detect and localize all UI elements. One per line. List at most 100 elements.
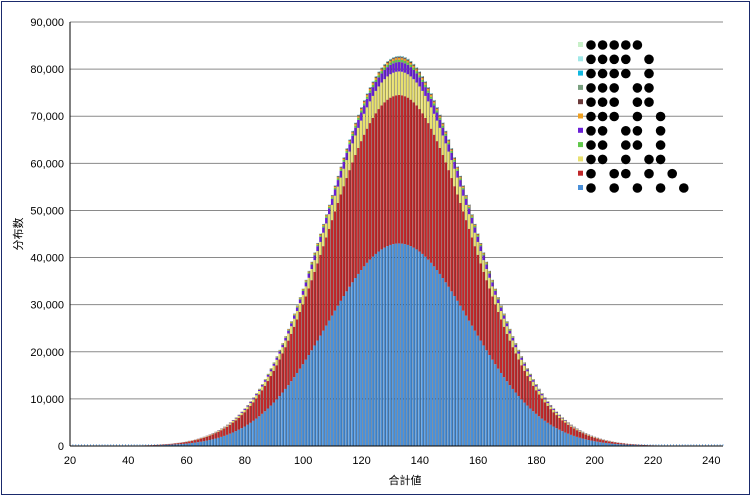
bar-segment	[325, 237, 328, 326]
bar-segment	[284, 347, 287, 389]
legend	[578, 40, 689, 193]
bar-segment	[476, 335, 480, 446]
bar-segment	[202, 437, 206, 438]
bar-segment	[333, 211, 337, 311]
legend-dot-icon	[667, 168, 677, 179]
legend-swatch	[578, 84, 583, 90]
bar-segment	[453, 161, 456, 169]
bar-segment	[459, 305, 462, 446]
bar-segment	[322, 330, 325, 446]
bar-segment	[473, 232, 477, 247]
bar-segment	[578, 437, 582, 446]
bar-segment	[473, 227, 477, 233]
bar-segment	[313, 254, 316, 256]
bar-segment	[552, 409, 555, 413]
bar-segment	[316, 243, 319, 245]
bar-segment	[345, 151, 348, 153]
bar-segment	[619, 443, 622, 445]
legend-swatch	[578, 185, 583, 190]
bar-segment	[380, 105, 383, 250]
bar-segment	[275, 399, 278, 446]
bar-segment	[432, 101, 436, 104]
bar-segment	[587, 435, 590, 440]
bar-segment	[523, 363, 526, 366]
bar-segment	[473, 246, 477, 331]
bar-segment	[336, 180, 340, 187]
bar-segment	[301, 294, 305, 305]
x-tick-label: 60	[180, 455, 192, 467]
bar-segment	[298, 303, 302, 312]
bar-segment	[389, 60, 392, 63]
legend-swatch	[578, 142, 583, 148]
bar-segment	[482, 345, 485, 446]
bar-segment	[453, 296, 456, 446]
bar-segment	[362, 101, 366, 104]
bar-segment	[543, 420, 547, 446]
bar-segment	[593, 437, 596, 438]
bar-segment	[336, 178, 340, 181]
bar-segment	[386, 99, 389, 247]
bar-segment	[444, 162, 447, 283]
bar-segment	[322, 227, 325, 233]
bar-segment	[330, 198, 334, 205]
bar-segment	[249, 422, 252, 446]
legend-dot-icon	[597, 54, 608, 65]
bar-segment	[345, 178, 348, 292]
bar-segment	[546, 402, 550, 404]
bar-segment	[237, 429, 241, 446]
bar-segment	[240, 415, 243, 429]
bar-segment	[354, 123, 357, 125]
bar-segment	[383, 69, 386, 80]
bar-segment	[287, 333, 290, 341]
bar-segment	[567, 433, 570, 446]
bar-segment	[252, 420, 255, 446]
bar-segment	[564, 432, 567, 446]
bar-segment	[342, 157, 345, 159]
bar-segment	[383, 79, 386, 103]
bar-segment	[564, 420, 567, 423]
legend-dot-icon	[609, 168, 619, 179]
bar-segment	[298, 299, 302, 304]
bar-segment	[392, 96, 395, 245]
bar-segment	[313, 255, 316, 261]
bar-segment	[293, 314, 296, 315]
bar-segment	[243, 409, 246, 410]
bar-segment	[287, 330, 290, 334]
bar-segment	[392, 60, 395, 64]
bar-segment	[418, 73, 421, 76]
bar-segment	[409, 62, 413, 65]
legend-dot-icon	[609, 111, 619, 122]
bar-segment	[549, 409, 552, 425]
bar-segment	[354, 127, 357, 136]
bar-segment	[202, 441, 206, 446]
bar-segment	[386, 62, 389, 65]
bar-segment	[561, 417, 564, 419]
bar-segment	[465, 197, 468, 199]
bar-segment	[333, 186, 337, 188]
bar-segment	[424, 82, 427, 84]
legend-dot-icon	[597, 111, 608, 122]
bar-segment	[304, 296, 308, 360]
bar-segment	[339, 177, 343, 195]
bar-segment	[371, 87, 375, 96]
bar-segment	[430, 98, 433, 108]
legend-dot-icon	[644, 68, 654, 79]
bar-segment	[499, 311, 503, 320]
bar-segment	[590, 436, 593, 441]
bar-segment	[214, 432, 217, 434]
bar-segment	[517, 351, 520, 354]
bar-segment	[397, 57, 401, 60]
bar-segment	[234, 431, 238, 446]
bar-segment	[465, 204, 468, 221]
bar-segment	[272, 365, 275, 371]
bar-segment	[511, 337, 515, 338]
bar-segment	[255, 418, 258, 446]
bar-segment	[339, 167, 343, 168]
bar-segment	[467, 206, 471, 209]
bar-segment	[281, 343, 284, 345]
bar-segment	[444, 143, 447, 163]
x-tick-label: 240	[702, 455, 720, 467]
bar-segment	[602, 440, 605, 443]
bar-segment	[406, 74, 410, 98]
legend-dot-icon	[655, 111, 666, 122]
